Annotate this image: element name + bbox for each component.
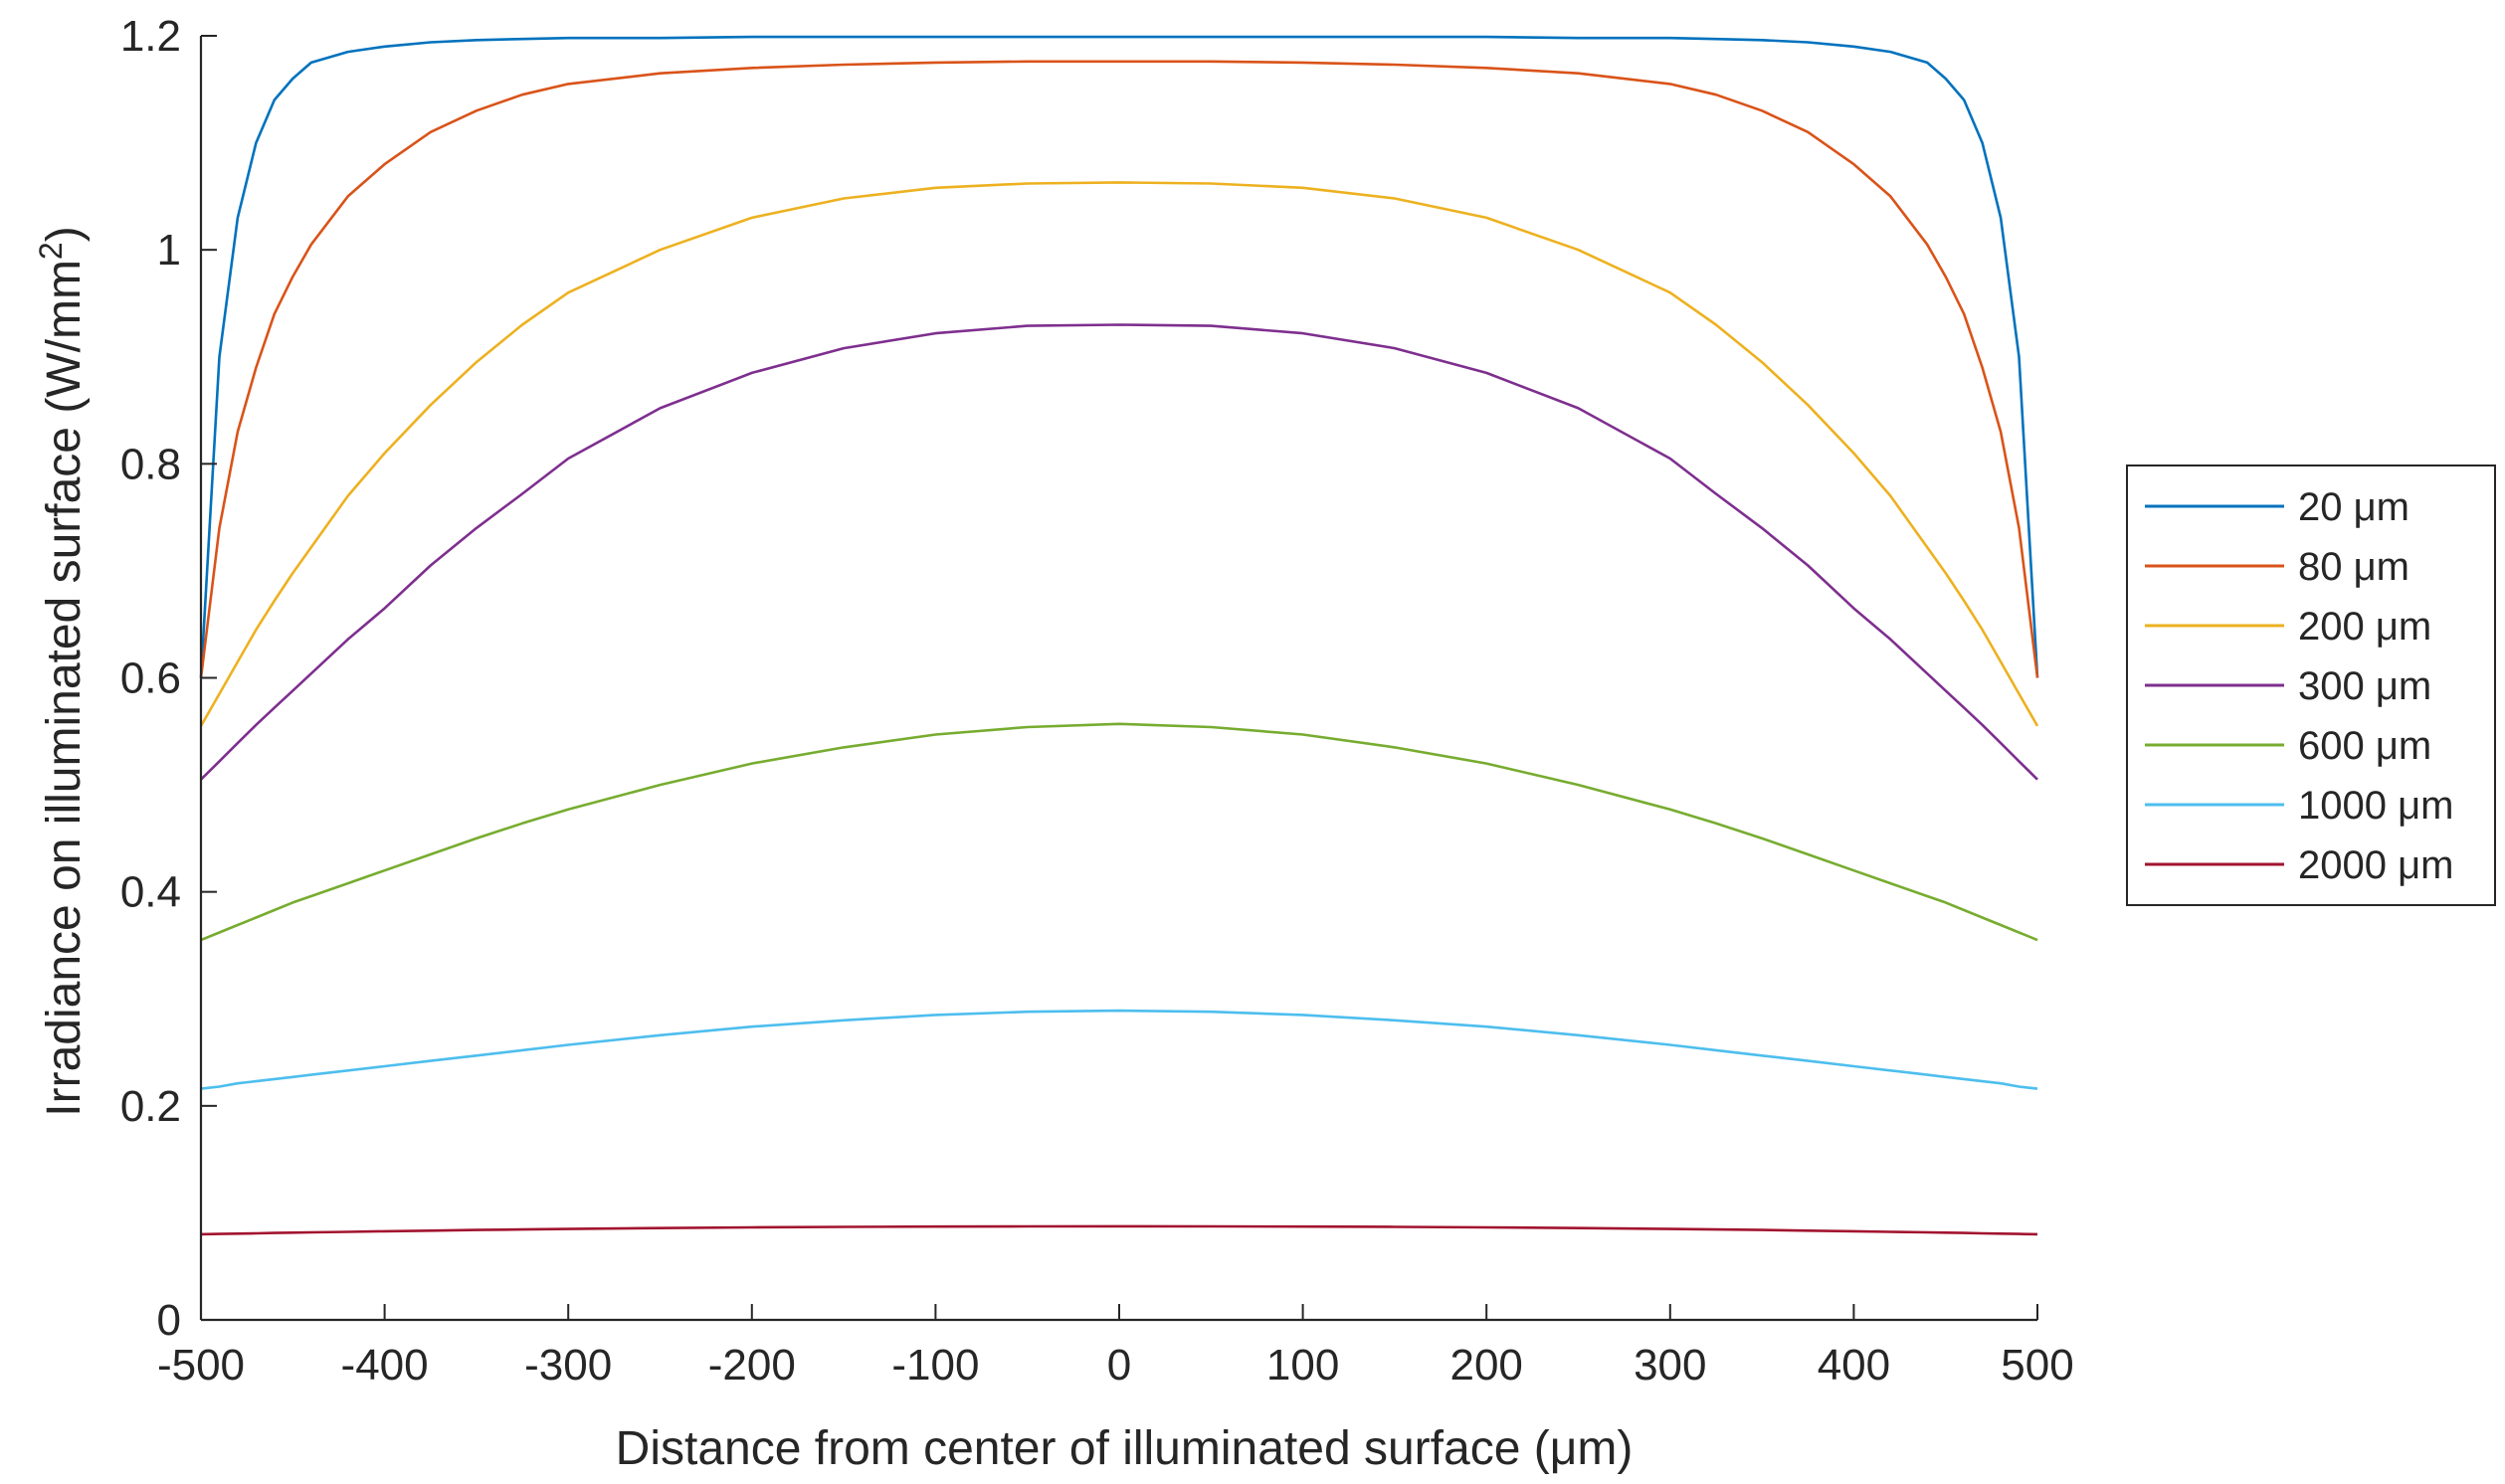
legend-label: 2000 μm xyxy=(2298,843,2453,887)
x-tick-label: -200 xyxy=(708,1341,796,1390)
series-line-6 xyxy=(200,1009,2038,1090)
x-tick-label: 0 xyxy=(1107,1341,1131,1390)
x-tick-label: 500 xyxy=(2001,1341,2073,1390)
legend-label: 200 μm xyxy=(2298,605,2431,649)
x-tick-label: -400 xyxy=(341,1341,429,1390)
legend-label: 300 μm xyxy=(2298,664,2431,708)
legend-label: 1000 μm xyxy=(2298,784,2453,828)
series-line-3 xyxy=(199,181,2039,727)
y-tick-label: 0.8 xyxy=(120,440,181,488)
legend-label: 600 μm xyxy=(2298,724,2431,768)
y-tick-label: 0.2 xyxy=(120,1082,181,1131)
legend: 20 μm 80 μm 200 μm 300 μm 600 μm 1000 μm 2000 … xyxy=(2126,464,2496,906)
legend-label: 20 μm xyxy=(2298,485,2409,529)
axes-layer xyxy=(199,36,2037,1322)
y-tick-label: 1.2 xyxy=(120,12,181,61)
series-line-1 xyxy=(199,35,2039,678)
y-axis-title-main: Irradiance on illuminated surface (W/mm xyxy=(38,260,91,1117)
y-axis-title: Irradiance on illuminated surface (W/mm2… xyxy=(33,226,91,1116)
ticks-layer: -500 -400 -300 -200 -100 0 100 200 300 400 500 0 0.2… xyxy=(120,12,2074,1390)
series-line-5 xyxy=(200,722,2038,942)
x-tick-label: 300 xyxy=(1634,1341,1706,1390)
x-tick-label: 100 xyxy=(1266,1341,1339,1390)
x-tick-label: -100 xyxy=(891,1341,979,1390)
y-axis-title-close: ) xyxy=(38,226,91,242)
x-tick-label: 200 xyxy=(1449,1341,1522,1390)
y-tick-label: 0.4 xyxy=(120,868,181,917)
series-line-7 xyxy=(200,1224,2038,1236)
series-line-2 xyxy=(199,60,2039,678)
series-line-4 xyxy=(200,323,2038,781)
series-layer xyxy=(199,35,2039,1236)
x-axis-title: Distance from center of illuminated surf… xyxy=(616,1422,1634,1475)
y-tick-label: 0 xyxy=(157,1296,181,1345)
x-tick-label: 400 xyxy=(1818,1341,1890,1390)
x-tick-label: -500 xyxy=(157,1341,245,1390)
y-axis-title-superscript: 2 xyxy=(33,242,69,260)
x-tick-label: -300 xyxy=(524,1341,612,1390)
legend-label: 80 μm xyxy=(2298,545,2409,589)
y-tick-label: 1 xyxy=(157,226,181,275)
y-tick-label: 0.6 xyxy=(120,654,181,703)
